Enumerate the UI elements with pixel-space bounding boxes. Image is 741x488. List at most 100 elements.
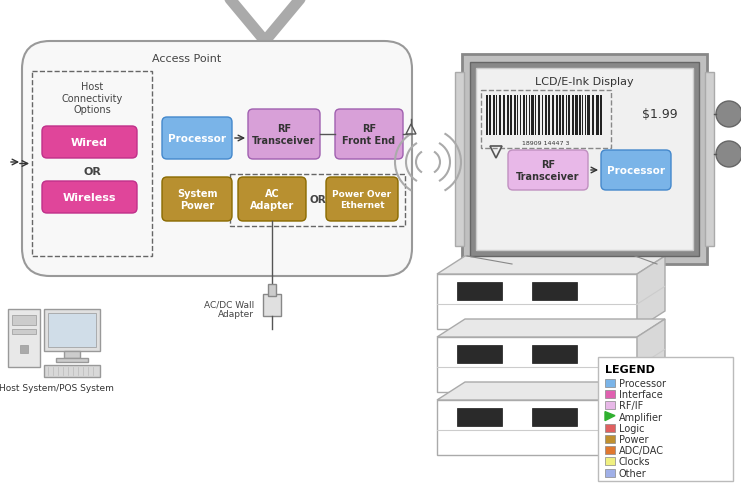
Polygon shape bbox=[437, 400, 637, 455]
Bar bbox=[507, 96, 509, 136]
Bar bbox=[605, 379, 615, 387]
Bar bbox=[32, 72, 152, 257]
Bar bbox=[582, 96, 583, 136]
Polygon shape bbox=[437, 382, 665, 400]
Polygon shape bbox=[637, 257, 665, 329]
Bar bbox=[514, 96, 516, 136]
Bar bbox=[56, 358, 88, 362]
Bar bbox=[503, 96, 505, 136]
Text: OR: OR bbox=[310, 195, 326, 204]
FancyBboxPatch shape bbox=[601, 151, 671, 191]
Bar bbox=[605, 468, 615, 477]
Bar bbox=[12, 329, 36, 334]
Circle shape bbox=[716, 142, 741, 168]
Text: $1.99: $1.99 bbox=[642, 107, 678, 120]
Bar bbox=[476, 69, 693, 250]
Bar bbox=[592, 96, 594, 136]
FancyBboxPatch shape bbox=[508, 151, 588, 191]
Bar bbox=[517, 96, 519, 136]
Polygon shape bbox=[437, 274, 637, 329]
Bar bbox=[64, 351, 80, 358]
Bar bbox=[532, 283, 577, 301]
Bar bbox=[529, 96, 531, 136]
Text: Processor: Processor bbox=[168, 134, 226, 143]
Text: Processor: Processor bbox=[619, 378, 666, 388]
Bar bbox=[585, 96, 586, 136]
Bar bbox=[268, 285, 276, 296]
Bar bbox=[12, 315, 36, 325]
Bar bbox=[48, 313, 96, 347]
Text: Power Over
Ethernet: Power Over Ethernet bbox=[333, 190, 391, 209]
Bar bbox=[605, 457, 615, 466]
Polygon shape bbox=[437, 337, 637, 392]
FancyBboxPatch shape bbox=[22, 42, 412, 276]
Bar bbox=[705, 73, 714, 246]
Bar bbox=[605, 424, 615, 432]
Text: RF
Transceiver: RF Transceiver bbox=[252, 124, 316, 145]
Bar bbox=[8, 309, 40, 367]
Bar bbox=[559, 96, 562, 136]
Bar bbox=[44, 365, 100, 377]
FancyBboxPatch shape bbox=[42, 182, 137, 214]
Bar bbox=[605, 435, 615, 443]
Bar bbox=[532, 408, 577, 427]
Bar bbox=[457, 283, 502, 301]
Bar bbox=[486, 96, 488, 136]
Text: LEGEND: LEGEND bbox=[605, 364, 655, 374]
FancyBboxPatch shape bbox=[162, 118, 232, 160]
Bar bbox=[605, 447, 615, 454]
Bar bbox=[230, 175, 405, 226]
Bar bbox=[538, 96, 540, 136]
Text: Power: Power bbox=[619, 434, 648, 444]
Bar bbox=[572, 96, 574, 136]
Text: Other: Other bbox=[619, 468, 647, 478]
Bar bbox=[470, 63, 699, 257]
Bar bbox=[20, 346, 28, 353]
Bar bbox=[548, 96, 551, 136]
Text: Logic: Logic bbox=[619, 423, 645, 433]
FancyBboxPatch shape bbox=[326, 178, 398, 222]
Bar bbox=[263, 294, 281, 316]
FancyBboxPatch shape bbox=[238, 178, 306, 222]
Bar bbox=[562, 96, 565, 136]
Text: Amplifier: Amplifier bbox=[619, 412, 663, 422]
Bar bbox=[457, 408, 502, 427]
Text: Processor: Processor bbox=[607, 165, 665, 176]
Bar bbox=[457, 346, 502, 364]
Text: Host
Connectivity
Options: Host Connectivity Options bbox=[62, 82, 122, 115]
Bar bbox=[605, 402, 615, 409]
Bar bbox=[579, 96, 581, 136]
Text: ADC/DAC: ADC/DAC bbox=[619, 445, 664, 455]
Text: Clocks: Clocks bbox=[619, 456, 651, 467]
Text: Access Point: Access Point bbox=[153, 54, 222, 64]
Bar bbox=[568, 96, 571, 136]
Text: LCD/E-Ink Display: LCD/E-Ink Display bbox=[535, 77, 634, 87]
Bar bbox=[527, 96, 528, 136]
Bar bbox=[567, 96, 568, 136]
Text: OR: OR bbox=[83, 167, 101, 177]
Bar bbox=[455, 73, 464, 246]
FancyBboxPatch shape bbox=[335, 110, 403, 160]
Polygon shape bbox=[605, 412, 615, 421]
Bar bbox=[499, 96, 501, 136]
Bar bbox=[576, 96, 578, 136]
Bar bbox=[531, 96, 534, 136]
Circle shape bbox=[716, 102, 741, 128]
Bar bbox=[588, 96, 590, 136]
Text: RF
Transceiver: RF Transceiver bbox=[516, 160, 579, 182]
Bar bbox=[532, 346, 577, 364]
FancyBboxPatch shape bbox=[42, 127, 137, 159]
Text: Wired: Wired bbox=[71, 138, 108, 148]
Text: Host System/POS System: Host System/POS System bbox=[0, 383, 113, 392]
Bar bbox=[605, 390, 615, 398]
Bar bbox=[510, 96, 513, 136]
Polygon shape bbox=[437, 319, 665, 337]
Text: Interface: Interface bbox=[619, 389, 662, 399]
Bar bbox=[481, 91, 611, 149]
Bar bbox=[493, 96, 496, 136]
Bar bbox=[535, 96, 536, 136]
Polygon shape bbox=[437, 257, 665, 274]
Polygon shape bbox=[637, 319, 665, 392]
Text: RF/IF: RF/IF bbox=[619, 401, 643, 410]
Text: System
Power: System Power bbox=[177, 189, 217, 210]
